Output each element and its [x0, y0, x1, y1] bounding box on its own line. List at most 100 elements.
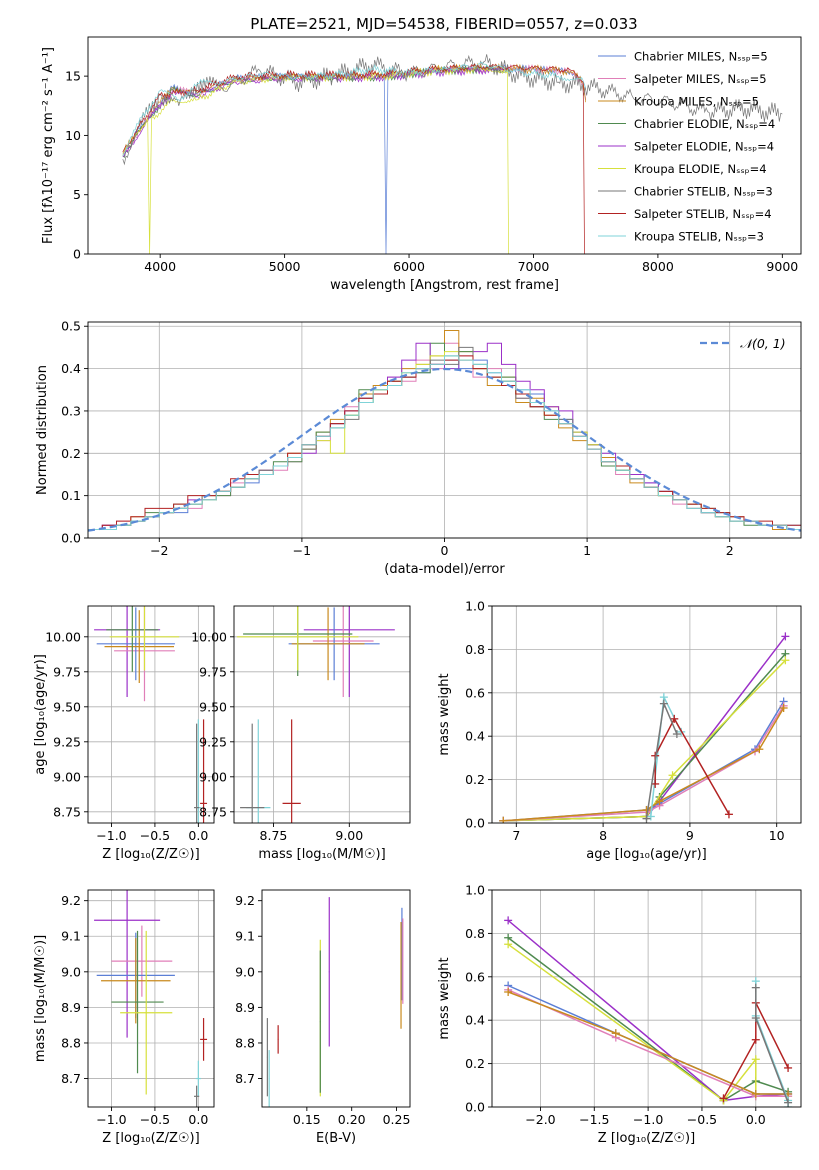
- y-tick-label: 8.9: [235, 1000, 255, 1015]
- y-tick-label: 0.2: [465, 1056, 485, 1071]
- y-tick-label: 5: [73, 187, 81, 202]
- x-tick-label: 7000: [518, 259, 550, 274]
- y-tick-label: 9.1: [61, 929, 81, 944]
- y-tick-label: 9.0: [61, 964, 81, 979]
- panel-spectrum: 4000 5000 6000 7000 8000 9000 0 5 10 15 wavelength…: [41, 36, 802, 293]
- axes-frame: [87, 36, 802, 255]
- axes-frame: [233, 605, 411, 824]
- y-tick-label: 8.7: [61, 1071, 81, 1086]
- y-tick-label: 8.75: [53, 804, 81, 819]
- legend: Chabrier MILES, Nₛₛₚ=5 Salpeter MILES, Nₛ…: [598, 50, 775, 244]
- y-tick-label: 9.25: [199, 734, 227, 749]
- y-tick-label: 9.2: [235, 893, 255, 908]
- legend-label: Salpeter MILES, Nₛₛₚ=5: [634, 72, 767, 86]
- y-tick-label: 0.8: [465, 642, 485, 657]
- legend-label: Chabrier MILES, Nₛₛₚ=5: [634, 50, 768, 64]
- y-tick-label: 9.0: [235, 964, 255, 979]
- x-axis-label: age [log₁₀(age/yr)]: [586, 847, 707, 862]
- plot-area-age-vs-mass: [237, 606, 395, 823]
- x-axis-label: mass [log₁₀(M/M☉)]: [258, 847, 385, 862]
- y-axis-label: Normed distribution: [35, 365, 50, 495]
- panel-mass-weight-vs-z: −2.0 −1.5 −1.0 −0.5 0.0 0.0 0.2 0.4 0.6 0.8 1.0 Z […: [437, 883, 802, 1146]
- x-tick-label: 4000: [144, 259, 176, 274]
- x-tick-label: 1: [583, 543, 591, 558]
- legend-label: Salpeter ELODIE, Nₛₛₚ=4: [634, 140, 774, 154]
- y-tick-label: 0.2: [61, 446, 81, 461]
- y-tick-label: 9.25: [53, 734, 81, 749]
- axes-frame: [491, 605, 802, 824]
- spectrum-line: [122, 54, 783, 166]
- spectrum-line: [122, 65, 509, 158]
- y-tick-label: 0.0: [465, 1100, 485, 1115]
- x-tick-label: 10: [769, 828, 785, 843]
- plot-area-mass-vs-z: [94, 890, 208, 1107]
- x-tick-label: 8000: [642, 259, 674, 274]
- y-tick-label: 9.50: [53, 699, 81, 714]
- x-tick-label: 8: [599, 828, 607, 843]
- y-tick-label: 8.7: [235, 1071, 255, 1086]
- y-tick-label: 0.0: [61, 531, 81, 546]
- axes-frame: [87, 605, 215, 824]
- y-tick-label: 0.2: [465, 772, 485, 787]
- y-tick-label: 0.4: [61, 361, 81, 376]
- y-tick-label: 15: [65, 69, 81, 84]
- x-axis-label: wavelength [Angstrom, rest frame]: [330, 278, 559, 293]
- weight-line: [503, 635, 786, 822]
- spectrum-line: [122, 62, 587, 156]
- y-tick-label: 9.1: [235, 929, 255, 944]
- x-axis-label: Z [log₁₀(Z/Z☉)]: [102, 847, 199, 862]
- y-tick-label: 0.0: [465, 816, 485, 831]
- y-tick-label: 1.0: [465, 599, 485, 614]
- y-tick-label: 9.2: [61, 893, 81, 908]
- y-tick-label: 8.8: [61, 1035, 81, 1050]
- y-tick-label: 1.0: [465, 883, 485, 898]
- legend-label: 𝒩(0, 1): [740, 336, 786, 351]
- y-tick-label: 0.4: [465, 729, 485, 744]
- legend-label: Chabrier STELIB, Nₛₛₚ=3: [634, 185, 773, 199]
- x-tick-label: −2: [150, 543, 168, 558]
- axes-frame: [491, 889, 802, 1108]
- y-tick-label: 8.75: [199, 804, 227, 819]
- x-tick-label: 9.00: [335, 828, 363, 843]
- legend-label: Kroupa MILES, Nₛₛₚ=5: [634, 95, 759, 109]
- x-tick-label: 0.0: [188, 1112, 208, 1127]
- legend-label: Salpeter STELIB, Nₛₛₚ=4: [634, 207, 772, 221]
- y-axis-label: mass weight: [437, 673, 452, 755]
- y-axis-label: mass [log₁₀(M/M☉)]: [33, 935, 48, 1062]
- normal-curve: [88, 367, 801, 532]
- panel-mass-vs-z: −1.0 −0.5 0.0 8.7 8.8 8.9 9.0 9.1 9.2 Z [log₁₀(Z/…: [33, 889, 215, 1146]
- y-tick-label: 10.00: [45, 629, 81, 644]
- y-tick-label: 9.00: [53, 769, 81, 784]
- y-tick-label: 9.75: [53, 664, 81, 679]
- x-tick-label: −0.5: [140, 1112, 170, 1127]
- x-tick-label: 5000: [269, 259, 301, 274]
- plot-area-mass-weight-vs-age: [499, 632, 790, 823]
- x-axis-label: E(B-V): [316, 1131, 356, 1146]
- spectrum-line: [122, 63, 585, 254]
- y-tick-label: 0.8: [465, 926, 485, 941]
- plot-area-mass-vs-ebv: [266, 897, 404, 1107]
- x-tick-label: −1: [293, 543, 311, 558]
- weight-line: [507, 937, 789, 1102]
- x-tick-label: 0: [441, 543, 449, 558]
- y-tick-label: 10: [65, 128, 81, 143]
- axes-frame: [261, 889, 411, 1108]
- x-tick-label: −2.0: [525, 1112, 555, 1127]
- weight-line: [507, 991, 789, 1095]
- figure-title: PLATE=2521, MJD=54538, FIBERID=0557, z=0…: [250, 15, 637, 33]
- x-tick-label: −1.0: [633, 1112, 663, 1127]
- weight-line: [654, 717, 730, 815]
- panel-age-vs-z: −1.0 −0.5 0.0 8.75 9.00 9.25 9.50 9.75 10.00 Z [l…: [33, 605, 215, 862]
- weight-line: [503, 701, 785, 822]
- y-tick-label: 0.1: [61, 488, 81, 503]
- y-tick-label: 0: [73, 247, 81, 262]
- x-axis-label: (data-model)/error: [384, 562, 505, 577]
- x-tick-label: −1.0: [96, 828, 126, 843]
- x-tick-label: 2: [726, 543, 734, 558]
- weight-line: [755, 987, 789, 1103]
- y-tick-label: 0.5: [61, 319, 81, 334]
- x-tick-label: 0.15: [293, 1112, 321, 1127]
- y-axis-label: age [log₁₀(age/yr)]: [33, 654, 48, 775]
- weight-line: [503, 659, 786, 822]
